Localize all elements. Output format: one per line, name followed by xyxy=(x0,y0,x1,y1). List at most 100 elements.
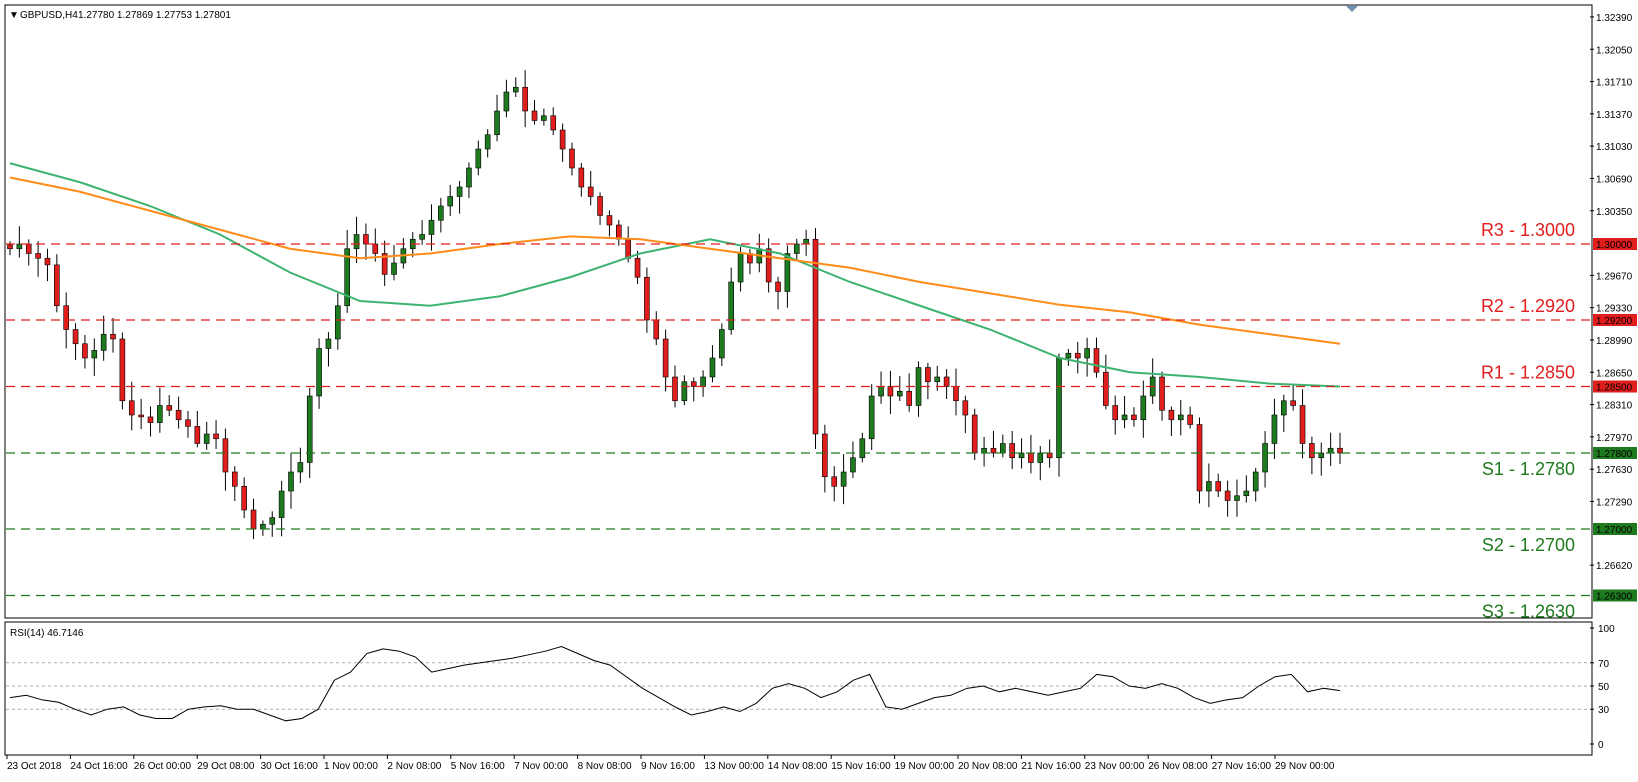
bull-candle xyxy=(297,462,304,473)
time-tick-label: 27 Nov 16:00 xyxy=(1212,761,1272,772)
time-tick-label: 9 Nov 16:00 xyxy=(641,761,695,772)
bull-candle xyxy=(203,433,210,444)
bear-candle xyxy=(1103,371,1109,406)
bull-candle xyxy=(840,471,847,487)
time-tick-label: 30 Oct 16:00 xyxy=(261,761,319,772)
bear-candle xyxy=(943,376,950,387)
rsi-tick-label: 100 xyxy=(1598,624,1615,635)
bear-candle xyxy=(559,129,566,150)
bull-candle xyxy=(475,148,482,169)
bull-candle xyxy=(157,405,163,423)
bull-candle xyxy=(438,205,444,221)
bull-candle xyxy=(353,234,360,250)
time-tick-label: 19 Nov 00:00 xyxy=(895,761,955,772)
bull-candle xyxy=(466,167,472,188)
bull-candle xyxy=(1056,357,1062,459)
bear-candle xyxy=(1290,400,1296,406)
bear-candle xyxy=(906,390,912,406)
bear-candle xyxy=(597,196,603,216)
level-price-tag-label: 1.29200 xyxy=(1596,316,1633,327)
bull-candle xyxy=(1318,452,1325,459)
bear-candle xyxy=(690,381,697,387)
price-tick-label: 1.32390 xyxy=(1596,13,1633,24)
price-tick-label: 1.27970 xyxy=(1596,433,1633,444)
bear-candle xyxy=(625,238,631,259)
level-price-tag-label: 1.30000 xyxy=(1596,240,1633,251)
bull-candle xyxy=(494,110,500,136)
bull-candle xyxy=(447,196,454,207)
bull-candle xyxy=(344,248,350,307)
bull-candle xyxy=(1271,414,1278,444)
bull-candle xyxy=(934,376,941,383)
bull-candle xyxy=(1140,395,1147,421)
bull-candle xyxy=(91,350,98,359)
bear-candle xyxy=(72,329,79,345)
bear-candle xyxy=(953,386,959,402)
bull-candle xyxy=(503,91,510,112)
bull-candle xyxy=(288,471,294,492)
bull-candle xyxy=(1234,495,1240,501)
bear-candle xyxy=(822,433,828,478)
bull-candle xyxy=(878,386,884,397)
bear-candle xyxy=(616,224,622,240)
bull-candle xyxy=(719,329,725,359)
bull-candle xyxy=(803,238,809,245)
time-tick-label: 2 Nov 08:00 xyxy=(387,761,441,772)
bear-candle xyxy=(550,115,557,131)
level-price-tag-label: 1.26300 xyxy=(1596,592,1633,603)
bull-candle xyxy=(737,253,744,283)
bull-candle xyxy=(484,134,491,150)
bull-candle xyxy=(681,381,688,402)
level-price-tag-label: 1.27000 xyxy=(1596,525,1633,536)
time-tick-label: 5 Nov 16:00 xyxy=(451,761,505,772)
bear-candle xyxy=(1299,405,1306,444)
level-label: S3 - 1.2630 xyxy=(1482,602,1575,622)
price-tick-label: 1.29670 xyxy=(1596,271,1633,282)
level-label: S1 - 1.2780 xyxy=(1482,459,1575,479)
ma-fast-line xyxy=(9,162,1341,388)
bear-candle xyxy=(925,367,931,383)
bull-candle xyxy=(981,447,987,454)
bear-candle xyxy=(194,426,201,444)
bear-candle xyxy=(241,485,247,511)
chart-shift-marker-icon[interactable] xyxy=(1346,6,1358,12)
bull-candle xyxy=(1243,490,1250,497)
rsi-tick-label: 30 xyxy=(1598,705,1610,716)
bull-candle xyxy=(278,490,285,518)
bear-candle xyxy=(147,416,154,423)
bear-candle xyxy=(578,167,585,188)
bear-candle xyxy=(222,438,229,473)
bear-candle xyxy=(1196,424,1203,492)
chart-ohlc: 1.27780 1.27869 1.27753 1.27801 xyxy=(78,10,231,21)
bear-candle xyxy=(971,414,978,454)
time-tick-label: 23 Oct 2018 xyxy=(7,761,62,772)
level-price-tag xyxy=(1593,314,1637,326)
price-tick-label: 1.31710 xyxy=(1596,78,1633,89)
bear-candle xyxy=(1131,414,1137,421)
time-tick-label: 23 Nov 00:00 xyxy=(1085,761,1145,772)
bull-candle xyxy=(915,367,922,406)
bear-candle xyxy=(231,471,238,487)
bull-candle xyxy=(850,457,856,473)
bull-candle xyxy=(1206,481,1212,492)
bull-candle xyxy=(512,86,519,93)
bear-candle xyxy=(1112,405,1119,421)
bear-candle xyxy=(522,86,528,112)
bear-candle xyxy=(1215,481,1222,492)
level-label: R3 - 1.3000 xyxy=(1481,220,1575,240)
time-tick-label: 24 Oct 16:00 xyxy=(70,761,128,772)
price-tick-label: 1.30690 xyxy=(1596,174,1633,185)
level-price-tag xyxy=(1593,238,1637,250)
bull-candle xyxy=(100,333,107,351)
dropdown-arrow-icon[interactable]: ▼ xyxy=(9,10,19,21)
bear-candle xyxy=(363,234,369,245)
bear-candle xyxy=(110,333,116,340)
bear-candle xyxy=(128,400,135,416)
bull-candle xyxy=(868,395,875,440)
rsi-tick-label: 50 xyxy=(1598,682,1610,693)
bear-candle xyxy=(587,186,594,197)
level-price-tag-label: 1.28500 xyxy=(1596,383,1633,394)
bull-candle xyxy=(391,262,397,275)
